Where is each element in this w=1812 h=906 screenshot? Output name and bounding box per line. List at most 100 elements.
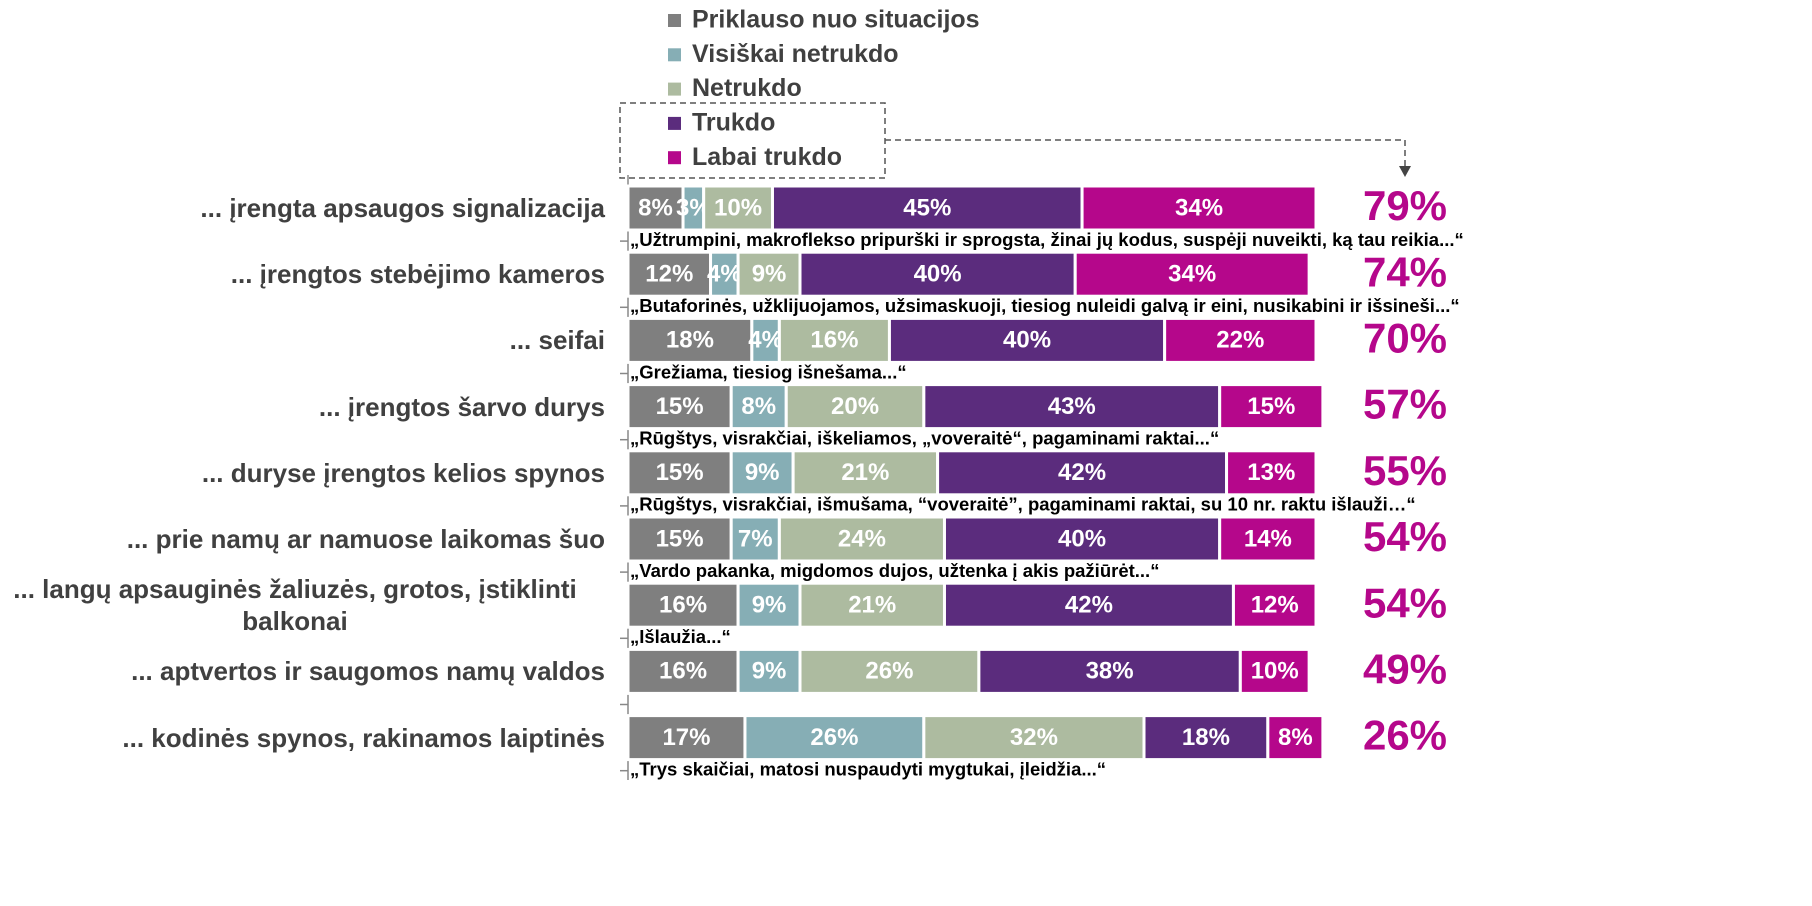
value-label: 17% <box>662 724 710 751</box>
value-label: 8% <box>638 194 673 221</box>
value-label: 14% <box>1244 525 1292 552</box>
category-label-box: ... seifai <box>0 310 605 370</box>
bar-segment <box>798 647 981 695</box>
quote: „Grežiama, tiesiog išnešama...“ <box>630 361 907 382</box>
bar-segment <box>777 515 946 563</box>
category-label-box: ... aptvertos ir saugomos namų valdos <box>0 641 605 701</box>
bar-segment <box>1266 714 1325 762</box>
value-label: 16% <box>659 592 707 619</box>
legend-label: Priklauso nuo situacijos <box>692 6 980 34</box>
total-label: 70% <box>1363 314 1447 361</box>
value-label: 42% <box>1065 592 1113 619</box>
value-label: 45% <box>903 194 951 221</box>
value-label: 16% <box>810 327 858 354</box>
value-label: 9% <box>745 459 780 486</box>
category-label-box: ... prie namų ar namuose laikomas šuo <box>0 509 605 569</box>
value-label: 12% <box>645 261 693 288</box>
legend-swatch <box>668 116 681 130</box>
value-label: 38% <box>1086 658 1134 685</box>
category-label: ... įrengtos šarvo durys <box>318 391 605 422</box>
total-label: 74% <box>1363 248 1447 295</box>
total-label: 26% <box>1363 712 1447 759</box>
value-label: 9% <box>752 658 787 685</box>
quote: „Butaforinės, užklijuojamos, užsimaskuoj… <box>630 295 1460 316</box>
category-label-box: ... langų apsauginės žaliuzės, grotos, į… <box>0 574 605 636</box>
legend-label: Labai trukdo <box>692 143 842 171</box>
legend-label: Trukdo <box>692 109 775 137</box>
legend-swatch <box>668 48 681 62</box>
bar-segment <box>729 449 795 497</box>
value-label: 34% <box>1168 261 1216 288</box>
value-label: 26% <box>810 724 858 751</box>
bar-segment <box>736 581 802 629</box>
quote: „Užtrumpini, makroflekso pripurški ir sp… <box>630 229 1464 250</box>
quote: „Rūgštys, visrakčiai, išmušama, “voverai… <box>630 494 1416 515</box>
value-label: 20% <box>831 393 879 420</box>
bar-segment <box>743 714 926 762</box>
total-label: 79% <box>1363 182 1447 229</box>
value-label: 4% <box>748 327 783 354</box>
bar-segment <box>784 383 926 431</box>
quote: „Trys skaičiai, matosi nuspaudyti mygtuk… <box>630 758 1106 779</box>
value-label: 9% <box>752 592 787 619</box>
value-label: 18% <box>1182 724 1230 751</box>
bar-segment <box>626 714 747 762</box>
bar-segment <box>942 581 1235 629</box>
value-label: 9% <box>752 261 787 288</box>
value-label: 40% <box>1058 525 1106 552</box>
bar-segment <box>922 383 1222 431</box>
value-label: 16% <box>659 658 707 685</box>
value-label: 8% <box>741 393 776 420</box>
arrow-head <box>1399 166 1411 177</box>
total-label: 55% <box>1363 447 1447 494</box>
category-label-box: ... duryse įrengtos kelios spynos <box>0 443 605 503</box>
category-label-box: ... įrengta apsaugos signalizacija <box>0 178 605 238</box>
bar-segment <box>626 581 740 629</box>
category-label: ... aptvertos ir saugomos namų valdos <box>131 656 605 687</box>
legend-swatch <box>668 151 681 165</box>
value-label: 32% <box>1010 724 1058 751</box>
value-label: 15% <box>656 525 704 552</box>
category-label-box: ... įrengtos stebėjimo kameros <box>0 244 605 304</box>
value-label: 15% <box>1247 393 1295 420</box>
legend-label: Netrukdo <box>692 74 802 102</box>
bar-segment <box>626 647 740 695</box>
value-label: 13% <box>1247 459 1295 486</box>
bar-segment <box>887 316 1167 364</box>
category-label: ... kodinės spynos, rakinamos laiptinės <box>122 722 605 753</box>
bar-segment <box>798 581 946 629</box>
value-label: 34% <box>1175 194 1223 221</box>
bar-segment <box>770 184 1084 232</box>
category-label: ... duryse įrengtos kelios spynos <box>201 457 605 488</box>
value-label: 18% <box>666 327 714 354</box>
legend-label: Visiškai netrukdo <box>692 40 899 68</box>
bar-segment <box>626 449 733 497</box>
value-label: 15% <box>656 459 704 486</box>
value-label: 40% <box>914 261 962 288</box>
total-label: 57% <box>1363 381 1447 428</box>
value-label: 43% <box>1048 393 1096 420</box>
bar-segment <box>1080 184 1318 232</box>
bar-segment <box>626 184 685 232</box>
value-label: 21% <box>848 592 896 619</box>
value-label: 26% <box>865 658 913 685</box>
bar-segment <box>942 515 1222 563</box>
legend-swatch <box>668 82 681 96</box>
value-label: 22% <box>1216 327 1264 354</box>
connector <box>885 139 1406 168</box>
total-label: 49% <box>1363 645 1447 692</box>
bar-segment <box>777 316 891 364</box>
value-label: 7% <box>738 525 773 552</box>
value-label: 10% <box>1251 658 1299 685</box>
bar-segment <box>977 647 1242 695</box>
quote: „Rūgštys, visrakčiai, iškeliamos, „vover… <box>630 427 1219 448</box>
bar-segment <box>729 383 788 431</box>
category-label: ... seifai <box>509 325 605 356</box>
category-label: ... įrengta apsaugos signalizacija <box>200 193 605 223</box>
category-label-box: ... įrengtos šarvo durys <box>0 377 605 437</box>
value-label: 12% <box>1251 592 1299 619</box>
value-label: 4% <box>707 261 742 288</box>
bar-segment <box>626 316 754 364</box>
bar-segment <box>709 250 740 298</box>
